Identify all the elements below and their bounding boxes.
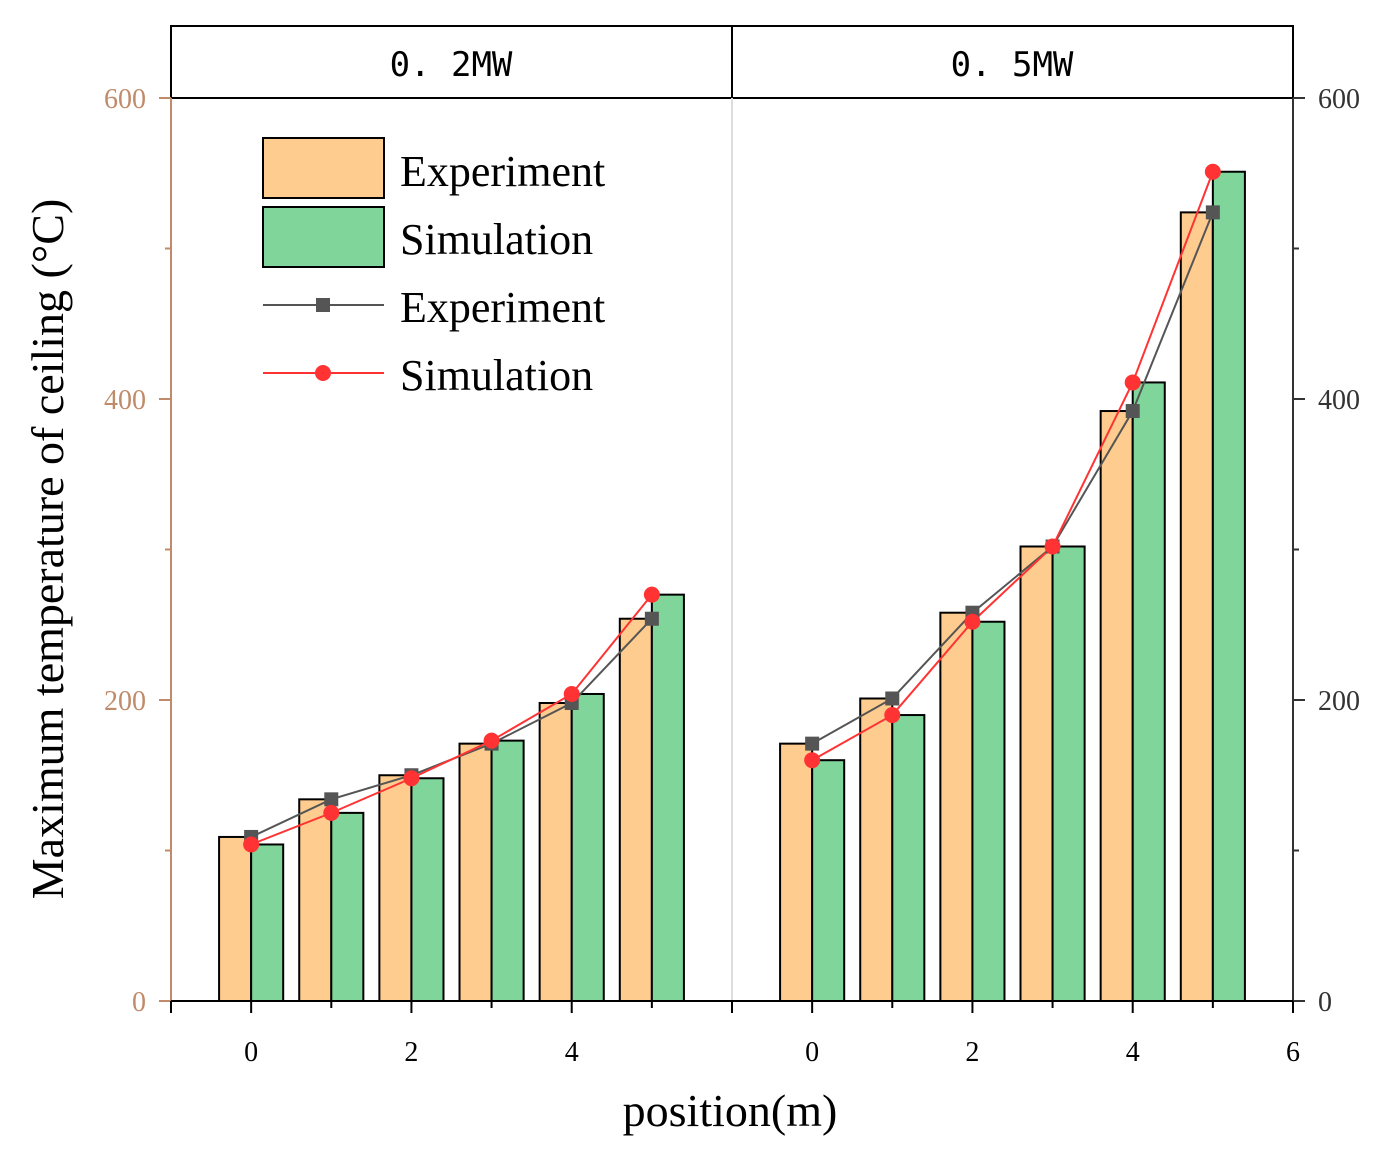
bar-simulation: [811, 759, 846, 1003]
bar-simulation: [891, 714, 926, 1002]
line-simulation: [811, 171, 1214, 762]
bar-simulation: [250, 843, 285, 1002]
marker-simulation: [964, 613, 981, 630]
left-y-tick-label: 200: [104, 686, 146, 717]
panel-header-right: [731, 25, 1294, 99]
marker-simulation: [804, 752, 821, 769]
marker-simulation: [403, 770, 420, 787]
bar-simulation: [490, 739, 525, 1002]
legend-swatch-experiment-bar: [262, 137, 385, 199]
bar-experiment: [1019, 545, 1054, 1002]
left-y-tick-label: 0: [132, 987, 146, 1018]
line-simulation: [250, 594, 653, 846]
bar-experiment: [1099, 410, 1134, 1003]
right-y-tick-label: 400: [1318, 385, 1360, 416]
bar-simulation: [971, 620, 1006, 1002]
bar-simulation: [1051, 545, 1086, 1002]
marker-simulation: [1204, 163, 1221, 180]
x-tick-label: 2: [965, 1037, 979, 1068]
bar-experiment: [218, 835, 253, 1003]
bar-experiment: [298, 798, 333, 1003]
bar-experiment: [1179, 211, 1214, 1002]
legend: Experiment Simulation Experiment Simulat…: [262, 137, 605, 400]
bar-simulation: [570, 692, 605, 1002]
bar-simulation: [1211, 170, 1246, 1002]
marker-experiment: [885, 691, 900, 706]
right-y-tick-label: 600: [1318, 84, 1360, 115]
marker-simulation: [323, 804, 340, 821]
bar-experiment: [939, 611, 974, 1003]
plot-marks: [218, 163, 1246, 1003]
legend-label-simulation-bar: Simulation: [400, 215, 593, 264]
marker-experiment: [324, 792, 339, 807]
right-y-tick-label: 0: [1318, 987, 1332, 1018]
line-experiment: [811, 212, 1214, 745]
marker-simulation: [563, 685, 580, 702]
bar-experiment: [538, 702, 573, 1002]
panel-title-right: 0. 5MW: [951, 45, 1074, 85]
marker-simulation: [643, 586, 660, 603]
panel-title-left: 0. 2MW: [390, 45, 513, 85]
legend-label-experiment-bar: Experiment: [400, 147, 605, 196]
bar-experiment: [378, 774, 413, 1002]
x-tick-label: 0: [244, 1037, 258, 1068]
marker-experiment: [805, 736, 820, 751]
left-y-tick-label: 600: [104, 84, 146, 115]
x-tick-label: 4: [1126, 1037, 1140, 1068]
panel-headers: 0. 2MW 0. 5MW: [170, 25, 1294, 99]
marker-experiment: [1125, 404, 1140, 419]
legend-marker-experiment: [316, 298, 330, 312]
axes: 0 200 400 600 0 200 400 600 0 2 4 0 2 4 6: [104, 84, 1360, 1068]
panel-header-left: [170, 25, 733, 99]
bar-simulation: [330, 811, 365, 1002]
bar-simulation: [410, 777, 445, 1003]
legend-marker-simulation: [315, 365, 331, 381]
legend-label-experiment-line: Experiment: [400, 283, 605, 332]
marker-experiment: [1205, 205, 1220, 220]
y-axis-title: Maximum temperature of ceiling (°C): [22, 199, 73, 900]
marker-simulation: [1124, 374, 1141, 391]
marker-experiment: [644, 611, 659, 626]
x-tick-label: 4: [565, 1037, 579, 1068]
marker-simulation: [884, 707, 901, 724]
legend-label-simulation-line: Simulation: [400, 351, 593, 400]
bar-experiment: [458, 742, 493, 1003]
x-tick-label: 6: [1286, 1037, 1300, 1068]
marker-simulation: [1044, 538, 1061, 555]
marker-simulation: [483, 732, 500, 749]
x-tick-label: 2: [404, 1037, 418, 1068]
legend-swatch-simulation-bar: [262, 206, 385, 268]
x-tick-label: 0: [805, 1037, 819, 1068]
left-y-tick-label: 400: [104, 385, 146, 416]
marker-simulation: [243, 836, 260, 853]
right-y-tick-label: 200: [1318, 686, 1360, 717]
x-axis-title: position(m): [623, 1085, 838, 1136]
bar-experiment: [859, 697, 894, 1002]
bar-simulation: [650, 593, 685, 1003]
bar-simulation: [1131, 381, 1166, 1002]
bar-experiment: [779, 742, 814, 1003]
bar-experiment: [618, 617, 653, 1002]
